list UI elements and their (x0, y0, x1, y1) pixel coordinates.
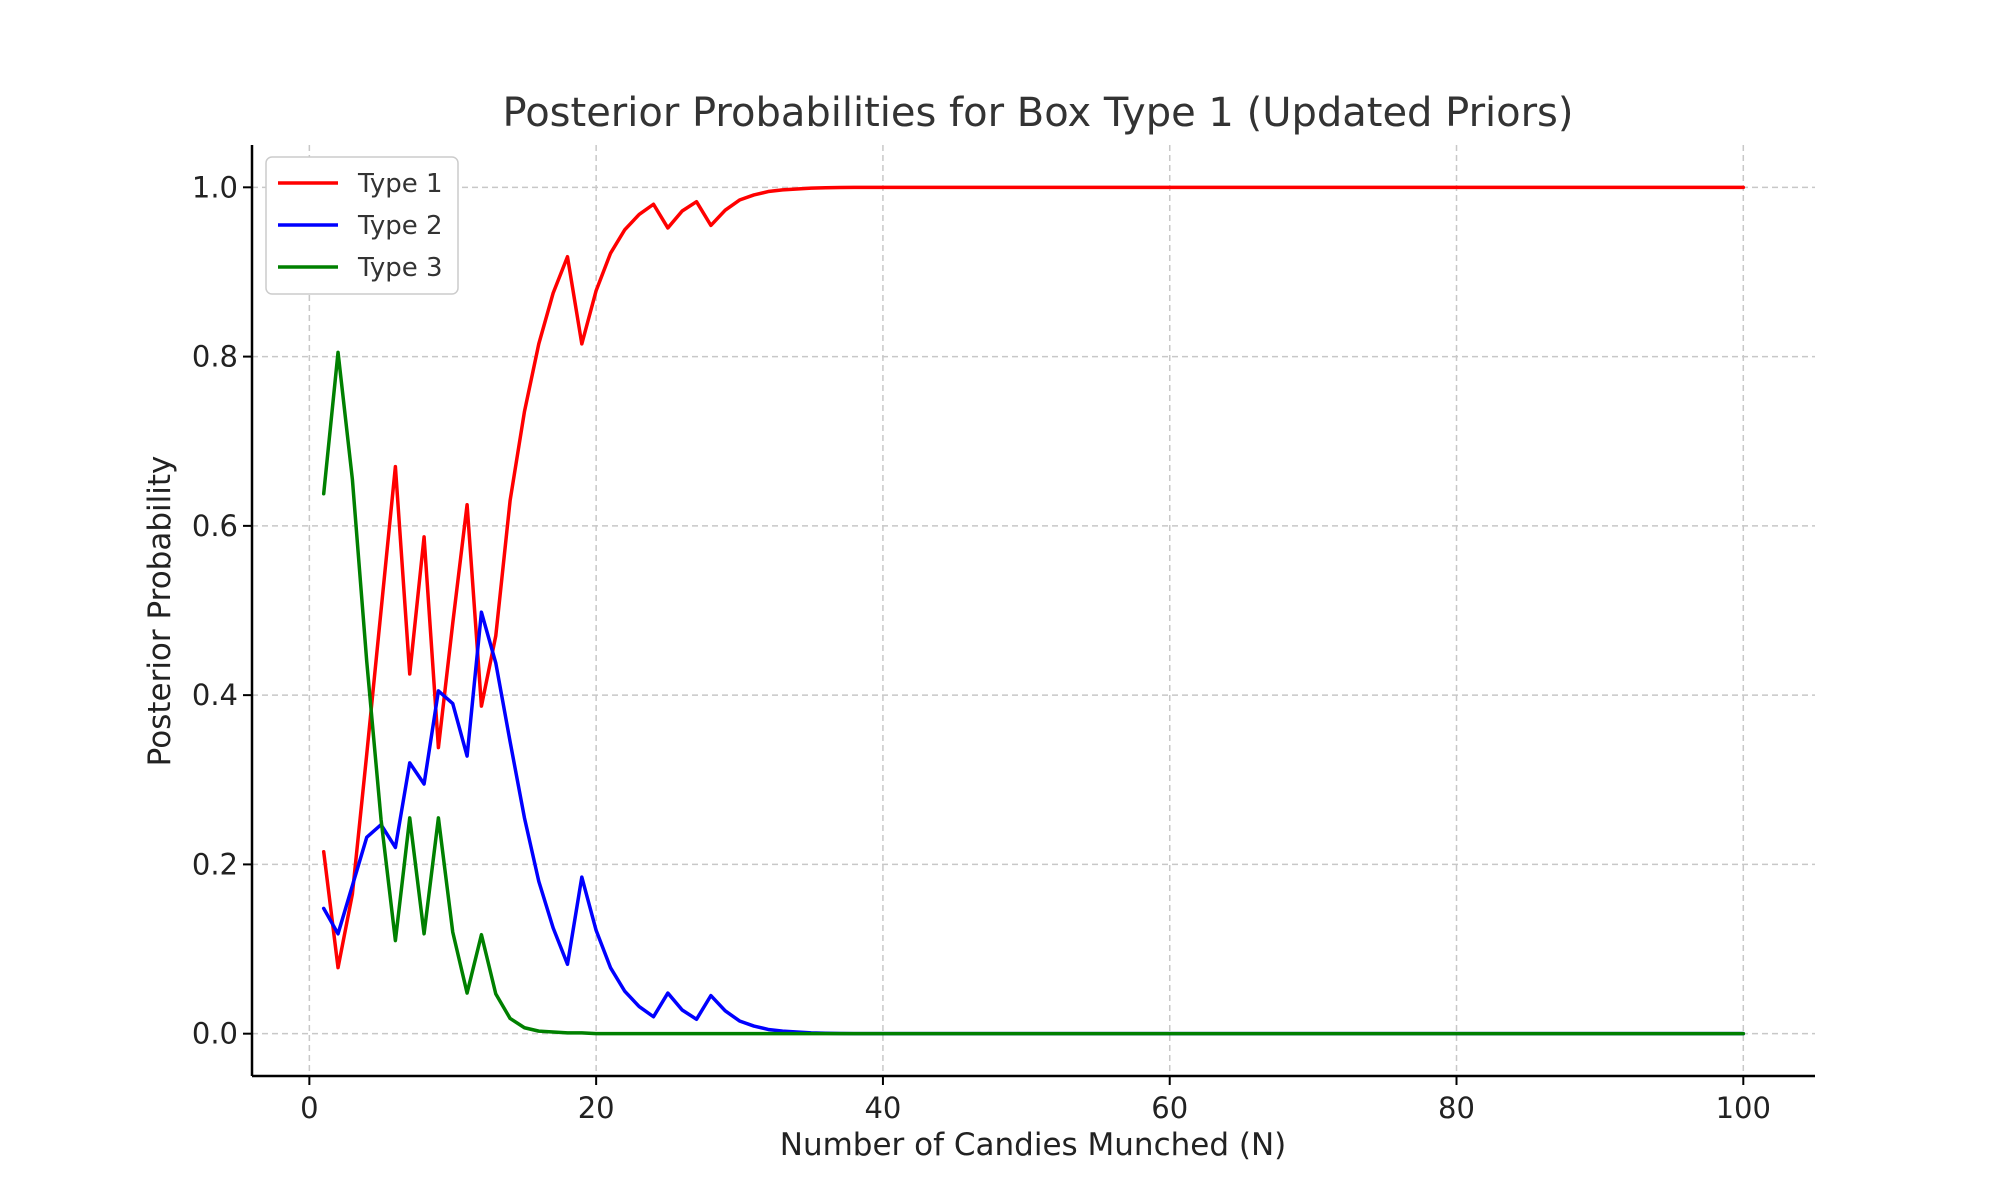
x-tick-label: 20 (578, 1091, 615, 1125)
legend: Type 1 Type 2 Type 3 (265, 156, 459, 295)
x-axis-ticks: 0 20 40 60 80 100 (300, 1076, 1771, 1125)
series-lines (321, 185, 1746, 1036)
chart-title: Posterior Probabilities for Box Type 1 (… (503, 90, 1574, 136)
y-tick-label: 0.8 (192, 340, 238, 374)
y-tick-label: 0.6 (192, 509, 238, 543)
x-tick-label: 0 (300, 1091, 318, 1125)
y-axis-ticks: 0.0 0.2 0.4 0.6 0.8 1.0 (192, 170, 252, 1051)
x-axis-label: Number of Candies Munched (N) (780, 1127, 1287, 1163)
y-tick-label: 0.4 (192, 678, 238, 712)
series-line-type-2 (321, 610, 1746, 1036)
x-tick-label: 40 (864, 1091, 901, 1125)
y-tick-label: 0.2 (192, 847, 238, 881)
legend-box (265, 156, 459, 295)
x-tick-label: 80 (1438, 1091, 1475, 1125)
y-tick-label: 0.0 (192, 1017, 238, 1051)
x-tick-label: 100 (1716, 1091, 1771, 1125)
legend-items: Type 1 Type 2 Type 3 (278, 169, 443, 283)
legend-label-type-1: Type 1 (357, 169, 443, 199)
grid-lines (252, 145, 1815, 1076)
series-line-type-1 (321, 185, 1746, 970)
legend-label-type-3: Type 3 (357, 253, 443, 283)
series-line-type-3 (321, 350, 1746, 1036)
y-axis-label: Posterior Probability (142, 456, 178, 767)
legend-label-type-2: Type 2 (357, 211, 443, 241)
x-tick-label: 60 (1151, 1091, 1188, 1125)
y-tick-label: 1.0 (192, 170, 238, 204)
